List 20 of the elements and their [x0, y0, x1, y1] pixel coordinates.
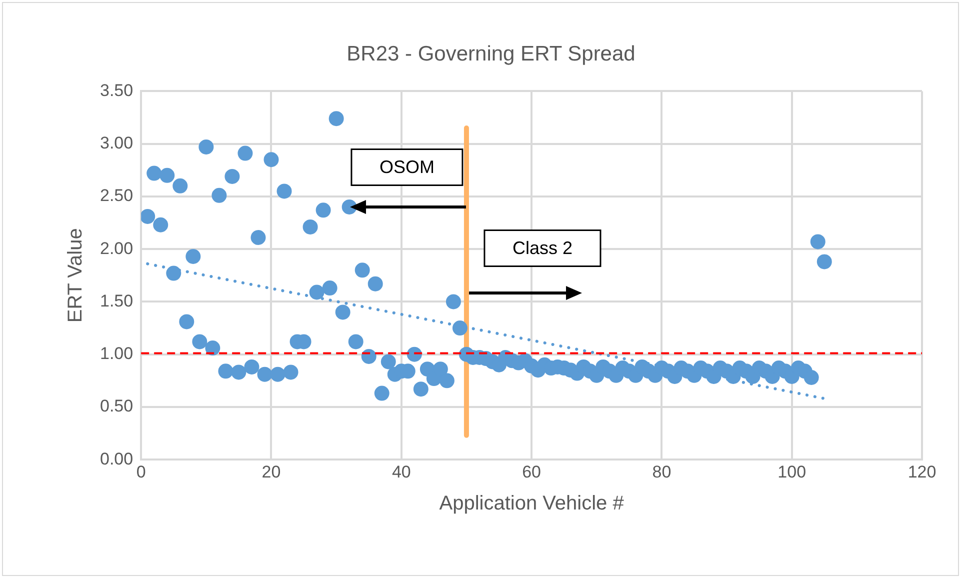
y-axis-title: ERT Value	[64, 228, 87, 323]
y-tick-label: 3.00	[100, 134, 134, 153]
x-tick-label: 40	[392, 462, 411, 482]
y-tick-label: 0.00	[100, 449, 134, 468]
annotation: OSOM	[379, 157, 434, 178]
x-tick-label: 20	[262, 462, 281, 482]
y-tick-label: 1.00	[100, 344, 134, 364]
y-tick-label: 2.00	[100, 238, 134, 258]
y-tick-label: 1.50	[100, 291, 134, 310]
chart-title: BR23 - Governing ERT Spread	[346, 42, 636, 66]
y-tick-label: 3.50	[100, 80, 134, 100]
y-tick-label: 0.50	[100, 396, 134, 416]
x-tick-label: 60	[522, 462, 542, 482]
x-tick-label: 120	[908, 462, 936, 482]
x-tick-label: 100	[778, 462, 806, 482]
x-tick-label: 0	[136, 462, 146, 482]
annotation: Class 2	[512, 238, 572, 258]
y-tick-label: 2.50	[100, 186, 134, 206]
x-axis-title: Application Vehicle #	[439, 492, 625, 515]
x-tick-label: 80	[652, 462, 672, 482]
